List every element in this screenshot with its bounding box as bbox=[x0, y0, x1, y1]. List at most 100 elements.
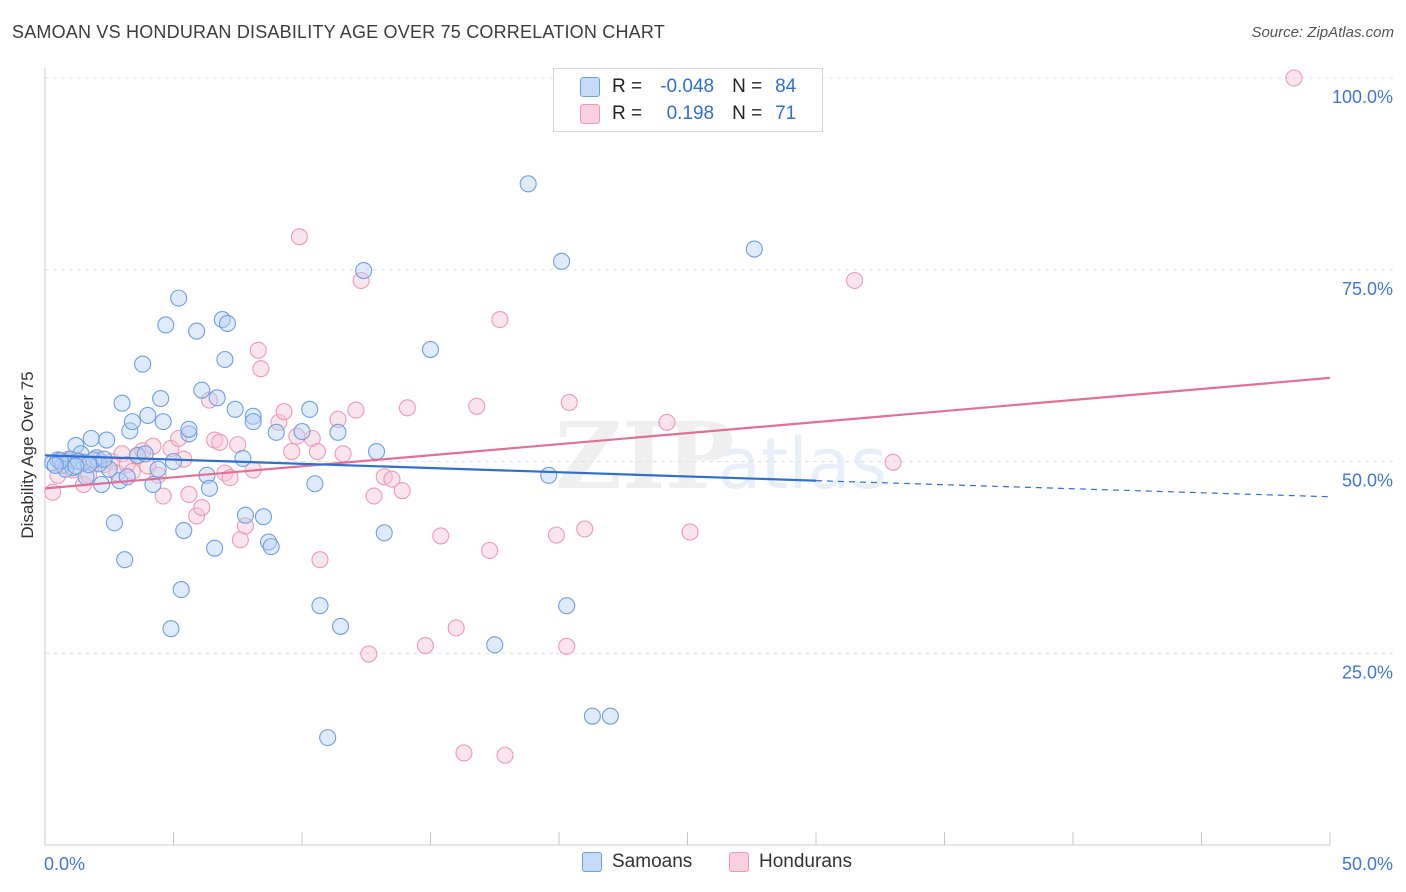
point-honduran bbox=[496, 746, 514, 764]
point-honduran bbox=[558, 637, 576, 655]
point-honduran bbox=[681, 523, 699, 541]
point-samoan bbox=[100, 460, 118, 478]
point-honduran bbox=[347, 401, 365, 419]
point-honduran bbox=[270, 413, 288, 431]
bottom-legend-samoans: Samoans bbox=[582, 851, 692, 873]
point-samoan bbox=[162, 620, 180, 638]
point-samoan bbox=[113, 394, 131, 412]
point-samoan bbox=[82, 429, 100, 448]
x-tick-label-min: 0.0% bbox=[44, 854, 85, 874]
watermark-atlas: atlas bbox=[718, 423, 887, 505]
trend-line-samoans-extension bbox=[815, 480, 1331, 498]
point-samoan bbox=[170, 289, 188, 307]
point-samoan bbox=[486, 636, 504, 654]
source-label: Source: ZipAtlas.com bbox=[1251, 24, 1394, 41]
point-samoan bbox=[172, 581, 190, 599]
point-honduran bbox=[447, 619, 465, 637]
point-samoan bbox=[105, 514, 123, 532]
y-axis-label: Disability Age Over 75 bbox=[18, 371, 37, 539]
watermark: ZIP atlas bbox=[555, 402, 887, 510]
point-samoan bbox=[293, 423, 311, 441]
point-honduran bbox=[393, 482, 411, 500]
point-samoan bbox=[319, 729, 337, 747]
point-samoan bbox=[311, 597, 329, 615]
tick-labels: 25.0% 50.0% 75.0% 100.0% 0.0% 50.0% bbox=[44, 87, 1393, 874]
point-samoan bbox=[216, 350, 234, 369]
point-samoan bbox=[236, 506, 255, 524]
point-honduran bbox=[416, 637, 434, 655]
legend-n-value: 84 bbox=[775, 76, 797, 97]
point-samoan bbox=[123, 413, 141, 431]
point-samoan bbox=[540, 466, 558, 484]
point-samoan bbox=[152, 390, 170, 408]
point-samoan bbox=[254, 508, 273, 526]
point-honduran bbox=[308, 442, 326, 461]
point-samoan bbox=[200, 479, 219, 497]
legend-r-label: R = bbox=[612, 103, 643, 124]
point-samoan bbox=[306, 475, 324, 493]
point-honduran bbox=[491, 311, 509, 329]
y-tick-label: 50.0% bbox=[1342, 471, 1393, 491]
point-honduran bbox=[352, 271, 370, 290]
point-samoan bbox=[519, 175, 537, 193]
point-honduran bbox=[283, 442, 301, 461]
point-samoan bbox=[234, 449, 252, 467]
bottom-legend-swatch-hondurans bbox=[729, 852, 749, 872]
point-honduran bbox=[252, 360, 270, 378]
point-samoan bbox=[601, 707, 619, 725]
point-honduran bbox=[455, 744, 473, 762]
point-samoan bbox=[67, 457, 85, 475]
bottom-legend-swatch-samoans bbox=[582, 852, 602, 872]
point-samoan bbox=[193, 381, 211, 399]
point-samoan bbox=[134, 355, 152, 373]
point-samoan bbox=[206, 539, 224, 557]
point-honduran bbox=[249, 341, 267, 359]
point-samoan bbox=[355, 261, 373, 280]
point-samoan bbox=[164, 452, 183, 471]
bottom-legend-label-samoans: Samoans bbox=[612, 851, 693, 872]
point-samoan bbox=[175, 521, 193, 540]
point-honduran bbox=[154, 487, 172, 505]
point-samoan bbox=[188, 322, 206, 340]
point-honduran bbox=[334, 445, 352, 463]
point-samoan bbox=[267, 423, 285, 441]
y-tick-label: 25.0% bbox=[1342, 662, 1393, 682]
legend-row-samoans: R = -0.048 N = 84 bbox=[580, 75, 796, 99]
point-samoan bbox=[367, 442, 386, 461]
point-honduran bbox=[311, 551, 329, 569]
point-honduran bbox=[884, 453, 902, 471]
point-honduran bbox=[290, 228, 308, 246]
point-honduran bbox=[211, 433, 229, 451]
point-samoan bbox=[226, 400, 244, 418]
point-honduran bbox=[193, 498, 211, 517]
point-samoan bbox=[558, 597, 576, 615]
y-tick-label: 100.0% bbox=[1332, 87, 1393, 107]
x-tick-label-max: 50.0% bbox=[1342, 854, 1393, 874]
point-samoan bbox=[57, 460, 75, 478]
point-samoan bbox=[116, 551, 134, 569]
legend-swatch-hondurans bbox=[580, 104, 600, 124]
axes bbox=[44, 68, 1331, 846]
point-samoan bbox=[180, 425, 198, 443]
legend-n-value: 71 bbox=[775, 103, 797, 124]
legend-r-value: -0.048 bbox=[660, 76, 715, 97]
point-samoan bbox=[139, 406, 157, 425]
point-honduran bbox=[432, 527, 450, 545]
point-honduran bbox=[658, 413, 676, 431]
point-honduran bbox=[303, 429, 321, 448]
point-samoan bbox=[553, 252, 571, 270]
point-honduran bbox=[547, 526, 565, 544]
point-samoan bbox=[583, 707, 601, 725]
point-samoan bbox=[262, 538, 280, 556]
point-honduran bbox=[468, 397, 486, 415]
point-samoan bbox=[46, 456, 64, 474]
bottom-legend-hondurans: Hondurans bbox=[729, 851, 852, 873]
point-samoan bbox=[421, 340, 440, 359]
point-samoan bbox=[157, 316, 175, 334]
trend-lines bbox=[44, 376, 1331, 498]
point-samoan bbox=[208, 389, 226, 407]
point-samoan bbox=[331, 617, 350, 635]
point-samoan bbox=[180, 420, 198, 438]
point-honduran bbox=[329, 410, 347, 428]
